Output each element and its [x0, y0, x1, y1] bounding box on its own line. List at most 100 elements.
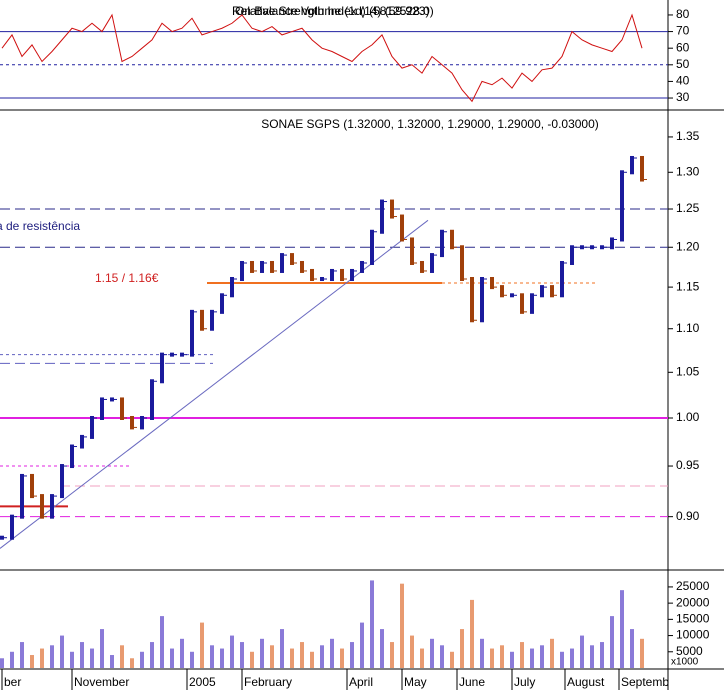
x-tick-label: ber: [4, 675, 21, 689]
y-tick-label: 1.25: [676, 201, 700, 215]
price-bar: [550, 285, 554, 298]
price-bar: [130, 415, 134, 430]
price-bar: [30, 473, 34, 499]
x-tick-label: July: [514, 675, 535, 689]
volume-bar: [0, 658, 4, 668]
price-bar: [160, 352, 164, 384]
volume-bar: [300, 642, 304, 668]
y-tick-label: 1.05: [676, 364, 700, 378]
volume-bar: [90, 648, 94, 668]
price-bar: [250, 260, 254, 273]
price-bar: [450, 229, 454, 250]
price-bar: [300, 260, 304, 273]
price-bar: [200, 309, 204, 331]
volume-bar: [340, 648, 344, 668]
price-bar: [530, 293, 534, 314]
volume-bar: [500, 645, 504, 668]
volume-bar: [30, 655, 34, 668]
volume-bar: [410, 635, 414, 668]
volume-bar: [260, 638, 264, 668]
y-tick-label: 30: [676, 90, 690, 104]
price-bar: [560, 260, 564, 298]
price-bar: [20, 473, 24, 519]
price-bar: [470, 276, 474, 323]
price-bar: [280, 253, 284, 273]
price-bar: [340, 268, 344, 281]
price-bar: [520, 293, 524, 314]
price-bar: [420, 260, 424, 273]
volume-bar: [490, 648, 494, 668]
volume-bar: [580, 635, 584, 668]
volume-bar: [210, 645, 214, 668]
rsi-line: [1, 13, 643, 103]
trendline: [0, 219, 429, 549]
volume-bar: [470, 599, 474, 668]
y-tick-label: 1.00: [676, 410, 700, 424]
price-bar: [70, 444, 74, 469]
volume-bar: [430, 638, 434, 668]
volume-bar: [280, 629, 284, 668]
volume-bar: [160, 616, 164, 668]
x-tick-label: April: [349, 675, 373, 689]
volume-bar: [310, 651, 314, 668]
volume-bar: [420, 648, 424, 668]
y-tick-label: 1.35: [676, 129, 700, 143]
price-bar: [500, 285, 504, 298]
volume-bar: [60, 635, 64, 668]
volume-bar: [250, 651, 254, 668]
volume-bar: [550, 638, 554, 668]
volume-bar: [290, 648, 294, 668]
price-bar: [360, 260, 364, 273]
price-bar: [410, 237, 414, 265]
volume-bar: [480, 638, 484, 668]
y-tick-label: 1.10: [676, 321, 700, 335]
volume-bar: [50, 645, 54, 668]
price-bar: [540, 285, 544, 298]
volume-bar: [570, 648, 574, 668]
price-bar: [460, 245, 464, 281]
volume-bar: [40, 648, 44, 668]
x-tick-label: November: [74, 675, 129, 689]
volume-bar: [440, 645, 444, 668]
price-bar: [570, 245, 574, 265]
price-bar: [210, 309, 214, 331]
volume-bar: [150, 642, 154, 668]
volume-bar: [540, 645, 544, 668]
y-tick-label: 1.20: [676, 239, 700, 253]
y-tick-label: 80: [676, 7, 690, 21]
y-tick-label: 25000: [676, 579, 710, 593]
x-tick-label: August: [567, 675, 605, 689]
price-bar: [120, 397, 124, 420]
y-tick-label: 40: [676, 74, 690, 88]
y-tick-label: 15000: [676, 612, 710, 626]
volume-bar: [170, 648, 174, 668]
price-bar: [400, 214, 404, 242]
price-bar: [220, 293, 224, 314]
volume-bar: [10, 651, 14, 668]
price-bar: [230, 276, 234, 298]
price-bar: [630, 155, 634, 175]
y-tick-label: 50: [676, 57, 690, 71]
volume-bar: [610, 616, 614, 668]
price-bar: [480, 276, 484, 323]
volume-bar: [320, 645, 324, 668]
price-bar: [240, 260, 244, 281]
volume-bar: [390, 642, 394, 668]
price-bar: [270, 260, 274, 273]
volume-bar: [220, 648, 224, 668]
volume-bar: [640, 638, 644, 668]
x-tick-label: Septemb: [621, 675, 669, 689]
price-bar: [140, 415, 144, 430]
annotation: a de resistência: [0, 219, 80, 233]
volume-bar: [100, 629, 104, 668]
volume-bar: [270, 645, 274, 668]
y-tick-label: 0.95: [676, 458, 700, 472]
price-bar: [10, 514, 14, 540]
price-bar: [290, 253, 294, 265]
price-bar: [40, 494, 44, 519]
y-tick-label: 70: [676, 24, 690, 38]
x-tick-label: June: [459, 675, 485, 689]
price-bar: [640, 155, 644, 182]
volume-bar: [600, 642, 604, 668]
